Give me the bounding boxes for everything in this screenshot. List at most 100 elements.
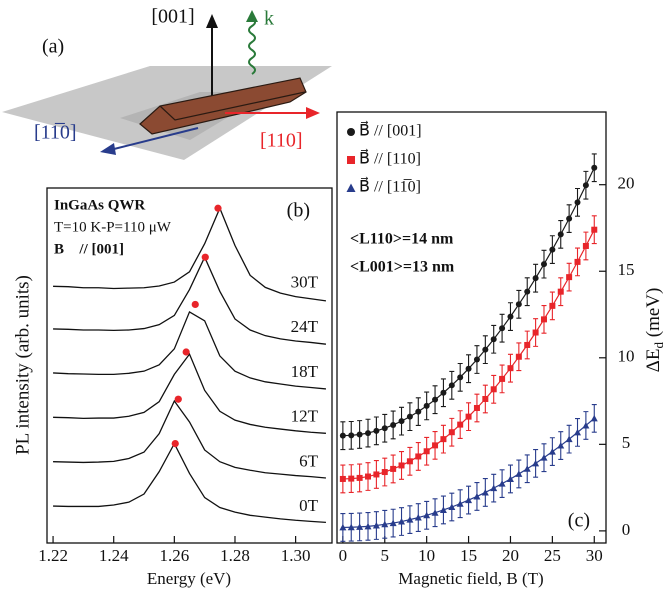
fit-line (342, 167, 595, 437)
plot-frame (46, 187, 333, 544)
x-tick-label: 25 (544, 546, 561, 565)
data-point (348, 432, 355, 439)
data-point (365, 430, 372, 437)
legend-marker (347, 156, 355, 164)
x-tick-label: 20 (502, 546, 519, 565)
axis-label: [11̅0] (34, 122, 77, 144)
data-point (406, 413, 413, 420)
data-point (498, 480, 506, 487)
spectrum (53, 255, 327, 345)
data-point (389, 519, 397, 527)
data-point (540, 316, 547, 323)
annotation: InGaAs QWR (54, 197, 145, 213)
peak-marker (182, 348, 190, 356)
annotation: T=10 K-P=110 μW (54, 219, 172, 235)
data-point (356, 474, 363, 481)
peak-marker (214, 204, 222, 212)
data-point (456, 500, 464, 507)
x-axis-title: Energy (eV) (147, 569, 231, 588)
data-point (566, 215, 573, 222)
x-tick-label: 1.26 (159, 546, 189, 565)
series-label: 18T (291, 362, 319, 381)
x-tick-label: 5 (381, 546, 390, 565)
data-point (398, 462, 405, 469)
data-point (373, 427, 380, 434)
data-point (348, 475, 355, 482)
y-tick-label: 5 (622, 433, 631, 452)
annotation: B⃗ // [001] (54, 241, 124, 257)
data-point (381, 425, 388, 432)
data-point (365, 473, 372, 480)
data-point (548, 448, 556, 455)
panel-label: (b) (287, 200, 310, 222)
data-point (347, 523, 355, 531)
peak-marker (201, 253, 209, 261)
panel-label: (c) (568, 510, 590, 532)
data-point (591, 226, 598, 233)
y-tick-label: 20 (618, 174, 635, 193)
data-point (432, 442, 439, 449)
x-arrow-head (306, 107, 320, 119)
x-tick-label: 1.28 (220, 546, 250, 565)
plot-frame (336, 111, 607, 544)
data-point (574, 258, 581, 265)
data-point (532, 329, 539, 336)
y-tick-label: 0 (622, 520, 631, 539)
peak-marker (171, 440, 179, 448)
data-point (582, 182, 589, 189)
data-point (440, 389, 447, 396)
axis-label: [110] (260, 130, 303, 152)
data-point (482, 346, 489, 353)
data-point (574, 199, 581, 206)
data-point (432, 396, 439, 403)
data-point (515, 301, 522, 308)
data-point (423, 511, 431, 519)
data-point (415, 453, 422, 460)
wire-ridge (159, 91, 306, 121)
data-point (415, 408, 422, 415)
data-point (423, 402, 430, 409)
data-point (448, 382, 455, 389)
y-axis-title-sub: d (651, 342, 666, 349)
data-point (490, 484, 498, 492)
data-point (540, 454, 548, 461)
data-point (524, 341, 531, 348)
data-point (457, 421, 464, 428)
data-point (439, 506, 447, 513)
data-point (423, 448, 430, 455)
y-axis-title-part: (meV) (643, 288, 664, 342)
x-axis-title: Magnetic field, B (T) (398, 569, 543, 588)
x-tick-label: 10 (418, 546, 435, 565)
data-point (414, 514, 422, 521)
data-point (523, 465, 531, 472)
data-point (372, 522, 380, 529)
data-point (507, 365, 514, 372)
data-point (549, 246, 556, 253)
data-point (339, 432, 346, 439)
data-point (465, 496, 473, 504)
data-point (582, 242, 589, 249)
series-label: 0T (299, 496, 319, 515)
data-point (473, 356, 480, 363)
data-point (481, 488, 489, 496)
data-point (381, 469, 388, 476)
y-arrow-head (100, 143, 116, 155)
data-point (356, 431, 363, 438)
data-point (566, 274, 573, 281)
data-point (515, 353, 522, 360)
schematic: (a) [001] k [11̅0] [110] (2, 6, 332, 160)
data-point (390, 465, 397, 472)
data-point (398, 418, 405, 425)
y-axis-title-part: ΔE (643, 349, 664, 373)
legend-label: B⃗ // [001] (359, 120, 422, 140)
data-point (499, 375, 506, 382)
series-label: 6T (299, 451, 319, 470)
y-tick-label: 10 (618, 347, 635, 366)
legend-label: B⃗ // [110] (359, 148, 421, 168)
data-point (339, 475, 346, 482)
data-point (557, 442, 565, 449)
y-tick-label: 15 (618, 260, 635, 279)
data-point (390, 421, 397, 428)
data-point (549, 302, 556, 309)
legend-marker (347, 128, 355, 136)
